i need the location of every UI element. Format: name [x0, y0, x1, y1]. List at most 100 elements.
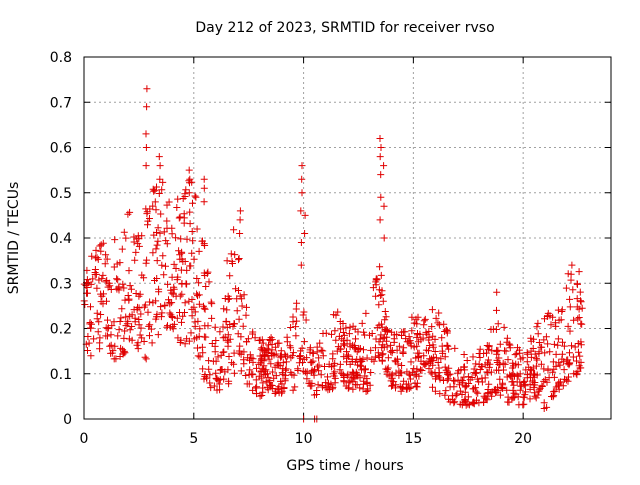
data-point — [117, 314, 125, 322]
data-point — [330, 311, 338, 319]
data-point — [559, 382, 567, 390]
data-point — [105, 279, 113, 287]
data-point — [177, 235, 185, 243]
data-point — [168, 230, 176, 238]
data-point — [434, 359, 442, 366]
data-point — [275, 339, 283, 347]
data-point — [238, 302, 246, 310]
data-point — [208, 314, 216, 322]
data-point — [116, 318, 124, 325]
data-point — [104, 316, 111, 324]
data-point — [299, 359, 306, 366]
data-point — [387, 348, 395, 356]
data-point — [506, 371, 514, 379]
data-point — [231, 251, 239, 259]
data-point — [344, 370, 352, 378]
data-point — [90, 335, 98, 343]
data-point — [515, 401, 523, 409]
data-point — [224, 338, 232, 346]
data-point — [376, 216, 384, 224]
data-point — [170, 285, 178, 293]
data-point — [523, 358, 531, 366]
data-point — [382, 313, 390, 321]
data-point — [390, 338, 398, 346]
data-point — [291, 383, 299, 391]
data-point — [389, 381, 396, 389]
data-point — [107, 331, 115, 339]
data-point — [349, 368, 357, 376]
data-point — [242, 372, 250, 379]
data-point — [434, 319, 442, 327]
data-point — [382, 365, 390, 373]
data-point — [201, 371, 209, 378]
data-point — [381, 308, 389, 315]
data-point — [566, 295, 574, 303]
data-point — [195, 300, 203, 308]
data-point — [450, 376, 457, 384]
data-point — [461, 363, 468, 371]
data-point — [358, 319, 366, 327]
data-point — [545, 374, 553, 382]
data-point — [181, 309, 188, 316]
data-point — [460, 398, 468, 406]
data-point — [101, 260, 109, 268]
data-point — [267, 360, 275, 368]
data-point — [428, 306, 436, 314]
data-point — [205, 357, 213, 365]
data-point — [543, 403, 551, 411]
data-point — [315, 354, 323, 362]
data-point — [102, 332, 110, 340]
data-point — [306, 380, 314, 388]
data-point — [379, 297, 387, 305]
data-point — [85, 279, 93, 287]
data-point — [454, 369, 462, 377]
x-axis-title: GPS time / hours — [286, 458, 403, 474]
data-point — [374, 349, 382, 357]
data-point — [119, 346, 127, 354]
data-point — [397, 387, 405, 395]
data-point — [309, 357, 317, 365]
data-point — [445, 364, 453, 372]
data-point — [97, 247, 105, 255]
data-point — [442, 326, 450, 334]
data-point — [211, 323, 219, 331]
data-point — [464, 373, 472, 381]
data-point — [428, 370, 436, 378]
data-point — [185, 297, 193, 305]
data-point — [143, 85, 151, 93]
data-point — [451, 344, 459, 352]
data-point — [395, 367, 403, 375]
data-point — [420, 321, 428, 329]
data-point — [527, 353, 535, 361]
data-point — [158, 186, 166, 194]
data-point — [514, 344, 521, 352]
data-point — [286, 342, 294, 350]
data-point — [442, 387, 450, 395]
data-point — [134, 345, 142, 353]
data-point — [546, 312, 554, 320]
data-point — [216, 328, 224, 336]
data-point — [371, 353, 379, 361]
data-point — [429, 383, 436, 391]
data-point — [349, 322, 357, 330]
data-point — [573, 295, 581, 303]
data-point — [192, 193, 200, 201]
data-point — [272, 350, 280, 358]
data-point — [183, 235, 191, 243]
data-point — [126, 208, 134, 216]
data-point — [557, 316, 565, 324]
data-point — [520, 379, 528, 387]
data-point — [261, 353, 269, 361]
data-point — [226, 272, 234, 280]
data-point — [173, 276, 181, 284]
data-point — [179, 312, 187, 320]
data-point — [253, 383, 261, 391]
data-point — [388, 382, 395, 390]
data-point — [317, 371, 325, 379]
data-point — [194, 292, 201, 300]
data-point — [83, 276, 91, 284]
data-point — [160, 228, 168, 236]
data-point — [572, 369, 580, 377]
data-point — [314, 363, 321, 371]
data-point — [576, 352, 584, 360]
